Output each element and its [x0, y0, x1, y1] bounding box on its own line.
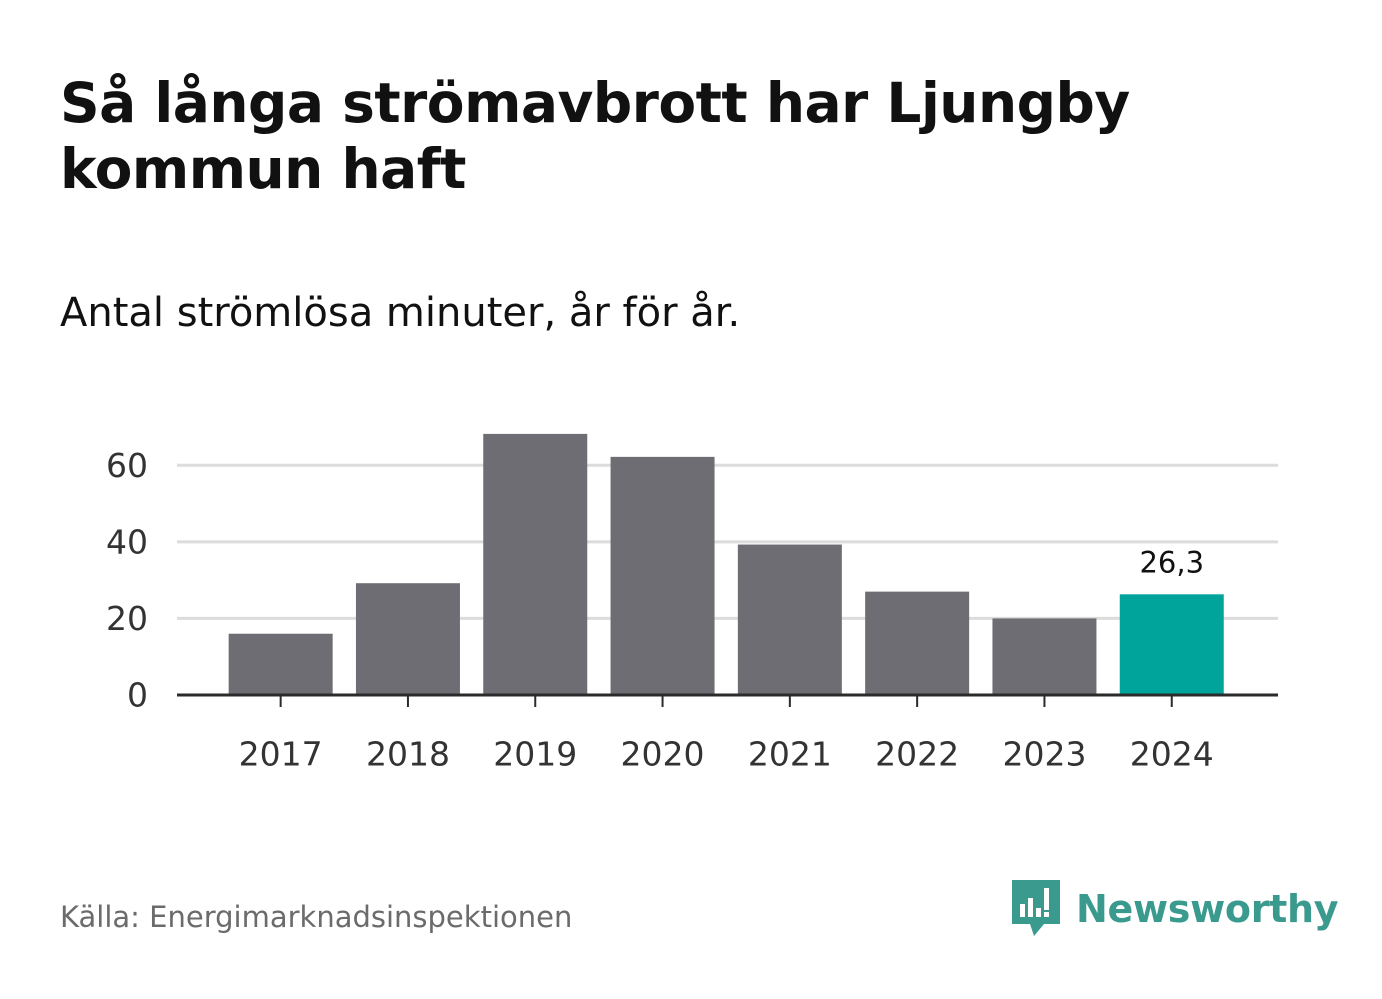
y-tick-label: 60	[106, 446, 148, 485]
bars	[228, 433, 1224, 695]
gridlines	[177, 463, 1278, 620]
x-axis	[177, 693, 1278, 707]
y-tick-label: 40	[106, 522, 148, 561]
brand: Newsworthy	[1010, 878, 1339, 940]
bar-2022	[865, 591, 970, 695]
data-label: 26,3	[1139, 545, 1204, 579]
brand-name: Newsworthy	[1076, 887, 1339, 931]
y-tick-labels: 0 20 40 60	[106, 446, 148, 715]
x-tick-label: 2017	[239, 735, 323, 774]
y-tick-label: 20	[106, 599, 148, 638]
x-tick-label: 2019	[493, 735, 577, 774]
bar-2021	[737, 544, 842, 695]
chart-subtitle: Antal strömlösa minuter, år för år.	[60, 290, 741, 336]
data-labels: 26,3	[1139, 545, 1204, 579]
bar-2019	[483, 433, 588, 695]
y-tick-label: 0	[127, 676, 148, 715]
x-tick-label: 2018	[366, 735, 450, 774]
x-tick-labels: 2017 2018 2019 2020 2021 2022 2023 2024	[239, 735, 1214, 774]
x-tick-label: 2024	[1130, 735, 1214, 774]
bar-2020	[610, 456, 715, 695]
x-tick-label: 2023	[1002, 735, 1086, 774]
x-tick-label: 2021	[748, 735, 832, 774]
bar-2024	[1119, 594, 1224, 695]
bar-2017	[228, 633, 333, 695]
chart-title: Så långa strömavbrott har Ljungby kommun…	[60, 71, 1130, 201]
x-tick-label: 2022	[875, 735, 959, 774]
bar-2023	[992, 618, 1097, 695]
newsworthy-logo-icon	[1012, 880, 1060, 936]
source-note: Källa: Energimarknadsinspektionen	[60, 900, 573, 934]
bar-2018	[355, 583, 460, 695]
x-tick-label: 2020	[621, 735, 705, 774]
